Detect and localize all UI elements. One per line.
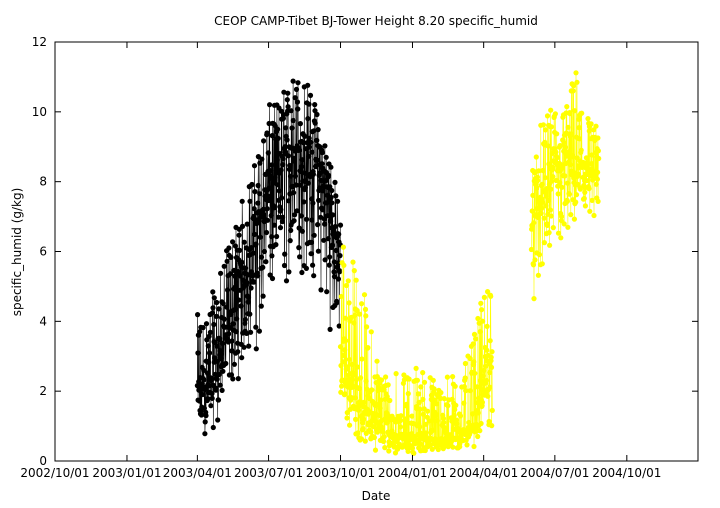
y-tick-label: 0: [39, 454, 47, 468]
series-line: [531, 72, 599, 299]
x-tick-label: 2004/10/01: [592, 466, 661, 480]
y-tick-label: 4: [39, 314, 47, 328]
series-0: [194, 78, 344, 437]
series-1: [337, 244, 495, 456]
x-axis-label: Date: [362, 489, 391, 503]
x-tick-label: 2003/04/01: [163, 466, 232, 480]
series-2: [528, 70, 602, 302]
y-tick-label: 10: [32, 105, 47, 119]
y-tick-label: 2: [39, 384, 47, 398]
y-axis-label: specific_humid (g/kg): [10, 188, 24, 317]
chart-title: CEOP CAMP-Tibet BJ-Tower Height 8.20 spe…: [214, 14, 538, 28]
series-line: [340, 247, 493, 454]
x-tick-label: 2002/10/01: [20, 466, 89, 480]
x-tick-label: 2003/10/01: [306, 466, 375, 480]
y-tick-label: 12: [32, 35, 47, 49]
y-tick-label: 8: [39, 175, 47, 189]
x-tick-label: 2004/07/01: [520, 466, 589, 480]
x-tick-label: 2003/07/01: [234, 466, 303, 480]
x-tick-label: 2004/01/01: [378, 466, 447, 480]
series-line: [197, 81, 341, 434]
data-marks: [194, 70, 602, 456]
x-tick-label: 2004/04/01: [449, 466, 518, 480]
y-tick-label: 6: [39, 245, 47, 259]
x-tick-label: 2003/01/01: [92, 466, 161, 480]
